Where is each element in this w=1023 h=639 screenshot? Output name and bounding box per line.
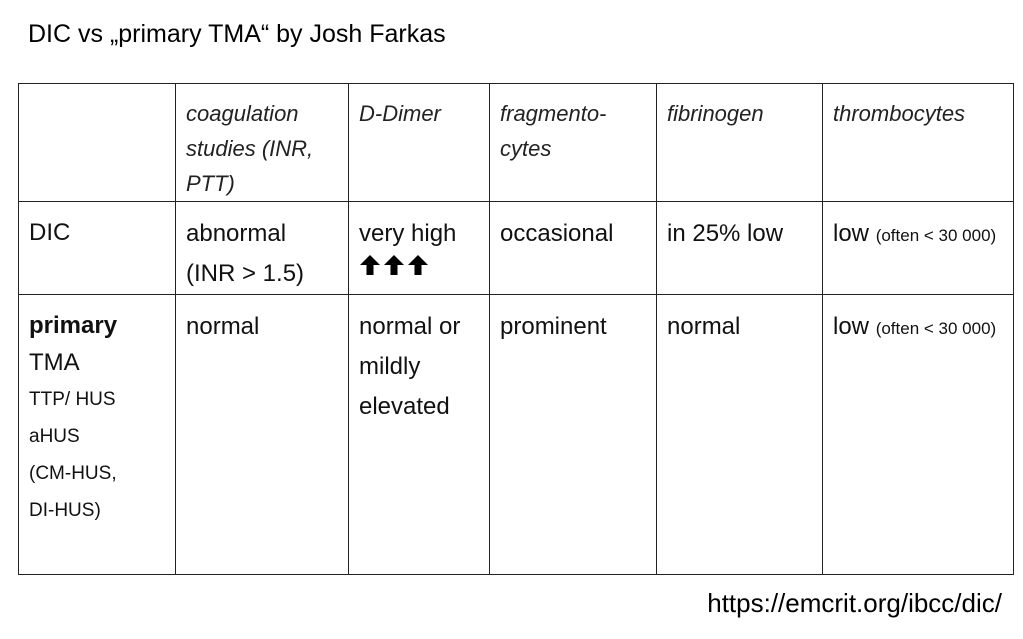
- dic-coagulation-value: abnormal: [186, 220, 287, 247]
- header-d-dimer: D-Dimer: [348, 83, 490, 202]
- tma-label-ahus: aHUS: [29, 426, 80, 447]
- table-row-dic: DIC abnormal (INR > 1.5) very high occas…: [18, 201, 1014, 295]
- tma-thrombocytes-value: low: [833, 313, 870, 340]
- row-label-dic: DIC: [18, 201, 176, 295]
- header-fibrinogen: fibrinogen: [656, 83, 823, 202]
- dic-coagulation-cell: abnormal (INR > 1.5): [175, 201, 349, 295]
- tma-coagulation-cell: normal: [175, 294, 349, 575]
- tma-label-di-hus: DI-HUS): [29, 500, 101, 521]
- triple-up-arrow-icon: [359, 254, 479, 282]
- header-fragmentocytes: fragmento-cytes: [489, 83, 657, 202]
- tma-fibrinogen-cell: normal: [656, 294, 823, 575]
- comparison-table: coagulation studies (INR, PTT) D-Dimer f…: [18, 83, 1014, 575]
- dic-label: DIC: [29, 219, 71, 246]
- dic-thrombocytes-cell: low (often < 30 000): [822, 201, 1014, 295]
- dic-fragmentocytes-cell: occasional: [489, 201, 657, 295]
- dic-thrombocytes-value: low: [833, 220, 870, 247]
- table-row-primary-tma: primary TMA TTP/ HUS aHUS (CM-HUS, DI-HU…: [18, 294, 1014, 575]
- tma-label-primary: primary: [29, 312, 118, 339]
- dic-d-dimer-value: very high: [359, 220, 457, 247]
- source-url: https://emcrit.org/ibcc/dic/: [707, 588, 1002, 618]
- header-thrombocytes: thrombocytes: [822, 83, 1014, 202]
- dic-thrombocytes-note: (often < 30 000): [875, 226, 997, 245]
- header-coagulation-studies: coagulation studies (INR, PTT): [175, 83, 349, 202]
- dic-fibrinogen-cell: in 25% low: [656, 201, 823, 295]
- tma-fragmentocytes-cell: prominent: [489, 294, 657, 575]
- dic-d-dimer-cell: very high: [348, 201, 490, 295]
- table-header-row: coagulation studies (INR, PTT) D-Dimer f…: [18, 83, 1014, 202]
- tma-label-tma: TMA: [29, 349, 80, 376]
- tma-thrombocytes-cell: low (often < 30 000): [822, 294, 1014, 575]
- tma-label-ttp-hus: TTP/ HUS: [29, 389, 116, 410]
- dic-coagulation-inr: (INR > 1.5): [186, 260, 305, 287]
- tma-thrombocytes-note: (often < 30 000): [875, 319, 997, 338]
- row-label-primary-tma: primary TMA TTP/ HUS aHUS (CM-HUS, DI-HU…: [18, 294, 176, 575]
- page-title: DIC vs „primary TMA“ by Josh Farkas: [28, 20, 446, 48]
- tma-label-cm-hus: (CM-HUS,: [29, 463, 117, 484]
- header-corner-cell: [18, 83, 176, 202]
- tma-d-dimer-cell: normal or mildly elevated: [348, 294, 490, 575]
